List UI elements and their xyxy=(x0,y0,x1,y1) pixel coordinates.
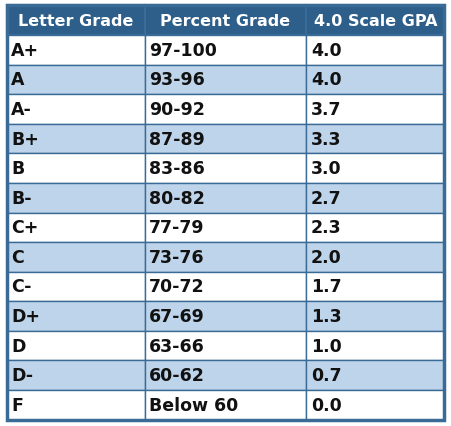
Text: B: B xyxy=(11,160,24,178)
Text: 1.0: 1.0 xyxy=(311,337,342,355)
Bar xyxy=(145,331,306,360)
Text: A+: A+ xyxy=(11,42,39,60)
Text: F: F xyxy=(11,396,23,414)
Text: 0.7: 0.7 xyxy=(311,366,341,384)
Bar xyxy=(306,6,444,36)
Text: C: C xyxy=(11,248,24,266)
Bar xyxy=(7,213,145,242)
Text: 4.0 Scale GPA: 4.0 Scale GPA xyxy=(313,14,437,29)
Text: Percent Grade: Percent Grade xyxy=(161,14,290,29)
Bar xyxy=(145,302,306,331)
Bar xyxy=(145,124,306,154)
Text: 2.7: 2.7 xyxy=(311,189,341,207)
Text: 97-100: 97-100 xyxy=(149,42,217,60)
Text: 77-79: 77-79 xyxy=(149,219,205,237)
Text: 3.3: 3.3 xyxy=(311,130,341,148)
Bar xyxy=(306,302,444,331)
Text: 3.7: 3.7 xyxy=(311,101,341,119)
Text: 4.0: 4.0 xyxy=(311,71,341,89)
Bar xyxy=(145,272,306,302)
Bar xyxy=(306,272,444,302)
Text: Below 60: Below 60 xyxy=(149,396,238,414)
Text: C-: C- xyxy=(11,278,32,296)
Text: 60-62: 60-62 xyxy=(149,366,205,384)
Bar xyxy=(145,184,306,213)
Bar xyxy=(306,242,444,272)
Text: 1.3: 1.3 xyxy=(311,307,341,325)
Text: C+: C+ xyxy=(11,219,39,237)
Text: 80-82: 80-82 xyxy=(149,189,205,207)
Text: 3.0: 3.0 xyxy=(311,160,341,178)
Bar xyxy=(306,154,444,184)
Text: D-: D- xyxy=(11,366,33,384)
Bar xyxy=(7,95,145,124)
Text: 87-89: 87-89 xyxy=(149,130,205,148)
Text: A: A xyxy=(11,71,25,89)
Bar xyxy=(306,184,444,213)
Bar xyxy=(7,36,145,66)
Text: 0.0: 0.0 xyxy=(311,396,342,414)
Text: D+: D+ xyxy=(11,307,40,325)
Text: Letter Grade: Letter Grade xyxy=(18,14,133,29)
Bar xyxy=(7,390,145,420)
Bar xyxy=(306,66,444,95)
Text: 67-69: 67-69 xyxy=(149,307,205,325)
Bar xyxy=(306,213,444,242)
Bar xyxy=(145,213,306,242)
Text: 73-76: 73-76 xyxy=(149,248,205,266)
Bar xyxy=(145,390,306,420)
Text: 4.0: 4.0 xyxy=(311,42,341,60)
Bar xyxy=(306,36,444,66)
Text: 2.0: 2.0 xyxy=(311,248,342,266)
Text: A-: A- xyxy=(11,101,32,119)
Bar xyxy=(306,331,444,360)
Bar xyxy=(306,390,444,420)
Bar xyxy=(7,331,145,360)
Bar xyxy=(7,242,145,272)
Text: 1.7: 1.7 xyxy=(311,278,341,296)
Bar xyxy=(306,95,444,124)
Bar xyxy=(7,302,145,331)
Bar xyxy=(306,124,444,154)
Bar xyxy=(145,6,306,36)
Text: 90-92: 90-92 xyxy=(149,101,205,119)
Text: 70-72: 70-72 xyxy=(149,278,205,296)
Bar xyxy=(7,66,145,95)
Text: B-: B- xyxy=(11,189,32,207)
Bar xyxy=(7,184,145,213)
Bar xyxy=(145,95,306,124)
Text: D: D xyxy=(11,337,26,355)
Bar xyxy=(145,154,306,184)
Bar xyxy=(306,360,444,390)
Bar xyxy=(7,154,145,184)
Bar xyxy=(7,272,145,302)
Text: 63-66: 63-66 xyxy=(149,337,205,355)
Bar xyxy=(7,6,145,36)
Bar xyxy=(145,242,306,272)
Text: 83-86: 83-86 xyxy=(149,160,205,178)
Text: B+: B+ xyxy=(11,130,39,148)
Bar xyxy=(145,360,306,390)
Text: 2.3: 2.3 xyxy=(311,219,341,237)
Bar xyxy=(145,36,306,66)
Bar xyxy=(7,124,145,154)
Bar xyxy=(145,66,306,95)
Bar xyxy=(7,360,145,390)
Text: 93-96: 93-96 xyxy=(149,71,205,89)
